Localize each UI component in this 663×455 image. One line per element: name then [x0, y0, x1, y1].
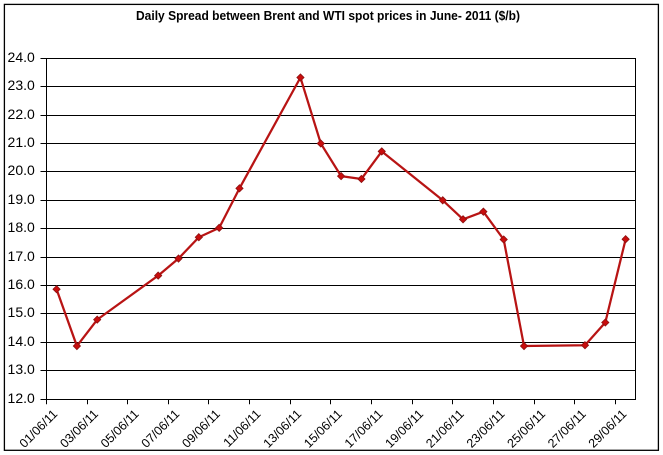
svg-text:24.0: 24.0 — [8, 49, 35, 65]
svg-text:22.0: 22.0 — [8, 106, 35, 122]
svg-text:20.0: 20.0 — [8, 162, 35, 178]
svg-text:15.0: 15.0 — [8, 304, 35, 320]
svg-text:17.0: 17.0 — [8, 248, 35, 264]
svg-text:14.0: 14.0 — [8, 333, 35, 349]
svg-text:16.0: 16.0 — [8, 276, 35, 292]
svg-text:18.0: 18.0 — [8, 219, 35, 235]
svg-text:19.0: 19.0 — [8, 191, 35, 207]
svg-text:13.0: 13.0 — [8, 361, 35, 377]
svg-text:12.0: 12.0 — [8, 390, 35, 406]
svg-text:21.0: 21.0 — [8, 134, 35, 150]
svg-text:23.0: 23.0 — [8, 77, 35, 93]
svg-text:Daily Spread between Brent and: Daily Spread between Brent and WTI spot … — [136, 8, 520, 23]
